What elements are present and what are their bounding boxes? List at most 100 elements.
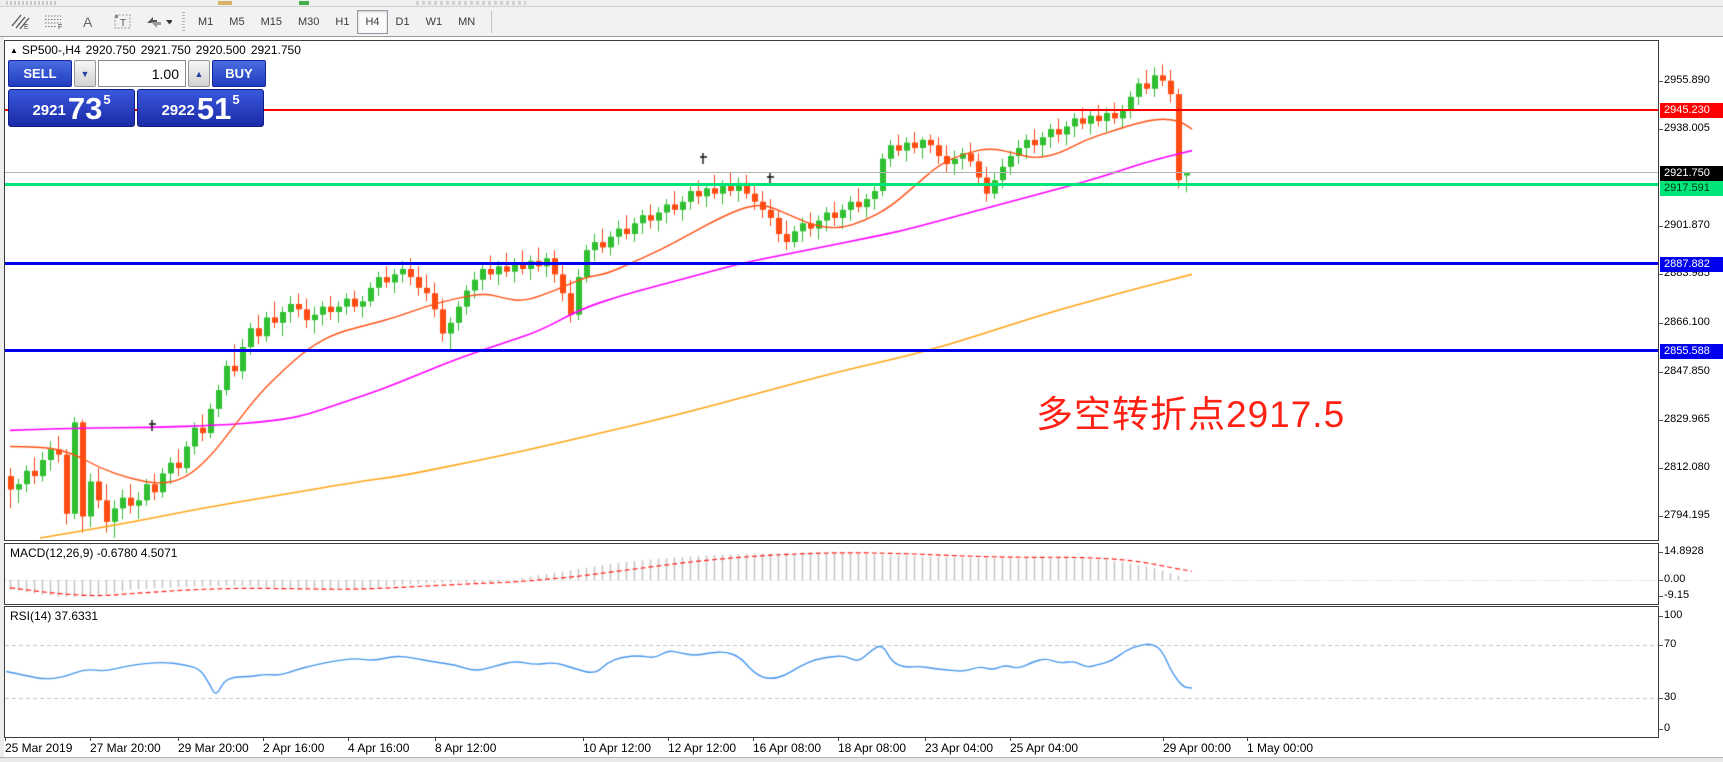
timeframe-button-d1[interactable]: D1 xyxy=(388,10,418,34)
time-axis-tick xyxy=(435,737,436,741)
current-price-line-price-badge: 2921.750 xyxy=(1660,165,1723,181)
rsi-axis-tick: 70 xyxy=(1658,638,1677,650)
current-price-line[interactable] xyxy=(5,172,1658,174)
toolbar-sliver-mark xyxy=(218,1,232,5)
buy-button[interactable]: BUY xyxy=(212,60,266,87)
toolbar-sliver-mark xyxy=(416,1,526,5)
volume-input[interactable] xyxy=(98,60,186,87)
window-bottom-edge xyxy=(0,757,1723,762)
time-axis-tick xyxy=(348,737,349,741)
symbol-period-label: SP500-,H4 xyxy=(21,43,81,57)
time-axis-label: 1 May 00:00 xyxy=(1247,741,1314,755)
low-value: 2920.500 xyxy=(195,43,246,57)
toolbar-separator xyxy=(491,10,493,33)
rsi-chart-canvas[interactable] xyxy=(5,607,1658,736)
timeframe-button-m1[interactable]: M1 xyxy=(190,10,221,34)
timeframe-button-mn[interactable]: MN xyxy=(450,10,483,34)
time-axis-label: 29 Mar 20:00 xyxy=(178,741,249,755)
time-axis-tick xyxy=(1247,737,1248,741)
price-axis-tick: 2829.965 xyxy=(1659,412,1710,425)
resistance-line-2945-price-badge: 2945.230 xyxy=(1660,102,1723,118)
window-left-edge xyxy=(0,37,4,762)
sell-quote[interactable]: 2921 73 5 xyxy=(8,89,135,127)
toolbar-sliver-mark xyxy=(299,1,309,5)
time-axis-label: 16 Apr 08:00 xyxy=(753,741,822,755)
svg-text:E: E xyxy=(24,24,29,30)
time-axis-label: 25 Mar 2019 xyxy=(5,741,73,755)
resistance-line-2945[interactable] xyxy=(5,108,1658,111)
time-axis-tick xyxy=(668,737,669,741)
time-axis-tick xyxy=(263,737,264,741)
time-axis-tick xyxy=(90,737,91,741)
toolbar-drag-handle-icon[interactable] xyxy=(182,11,185,32)
open-value: 2920.750 xyxy=(85,43,136,57)
collapse-icon[interactable]: ▲ xyxy=(10,46,18,55)
macd-axis-tick: -9.15 xyxy=(1658,589,1690,601)
price-axis-tick: 2847.850 xyxy=(1659,364,1710,377)
timeframe-button-m30[interactable]: M30 xyxy=(290,10,327,34)
macd-chart-canvas[interactable] xyxy=(5,544,1658,603)
buy-price-prefix: 2922 xyxy=(161,102,195,119)
sell-price-big: 73 xyxy=(67,91,103,126)
time-axis-label: 4 Apr 16:00 xyxy=(348,741,410,755)
time-axis-label: 2 Apr 16:00 xyxy=(263,741,325,755)
text-label-icon[interactable]: A xyxy=(73,10,105,34)
rsi-indicator-label: RSI(14) 37.6331 xyxy=(10,609,99,623)
time-axis-label: 23 Apr 04:00 xyxy=(925,741,994,755)
macd-indicator-label: MACD(12,26,9) -0.6780 4.5071 xyxy=(10,546,178,560)
high-value: 2921.750 xyxy=(140,43,191,57)
text-box-icon[interactable]: T xyxy=(107,10,139,34)
support-line-2887[interactable] xyxy=(5,262,1658,266)
time-axis-tick xyxy=(838,737,839,741)
price-axis-tick: 2938.005 xyxy=(1659,122,1710,135)
timeframe-button-m15[interactable]: M15 xyxy=(253,10,290,34)
timeframe-button-h1[interactable]: H1 xyxy=(327,10,357,34)
macd-axis-tick: 0.00 xyxy=(1658,573,1686,585)
toolbar-sliver xyxy=(0,0,1723,7)
time-axis-label: 27 Mar 20:00 xyxy=(90,741,161,755)
chart-text-annotation: 多空转折点2917.5 xyxy=(1036,394,1346,435)
timeframe-group: M1 M5 M15 M30 H1 H4 D1 W1 MN xyxy=(190,9,483,34)
svg-text:F: F xyxy=(58,24,62,30)
price-axis-tick: 2866.100 xyxy=(1659,315,1710,328)
timeframe-button-w1[interactable]: W1 xyxy=(418,10,451,34)
volume-decrease-button[interactable]: ▼ xyxy=(74,60,96,87)
equidistant-channel-icon[interactable]: E xyxy=(5,10,37,34)
support-line-2855[interactable] xyxy=(5,349,1658,353)
pivot-line-2917[interactable] xyxy=(5,182,1658,186)
price-chart-canvas[interactable] xyxy=(5,41,1658,540)
arrows-dropdown-icon[interactable] xyxy=(141,10,173,34)
fibonacci-retracement-icon[interactable]: F xyxy=(39,10,71,34)
chart-header: ▲ SP500-,H4 2920.750 2921.750 2920.500 2921.7… xyxy=(10,43,306,57)
time-axis-label: 8 Apr 12:00 xyxy=(435,741,497,755)
svg-text:T: T xyxy=(120,18,126,29)
sell-price-sup: 5 xyxy=(103,92,111,107)
time-axis-tick xyxy=(583,737,584,741)
price-axis-tick: 2794.195 xyxy=(1659,508,1710,521)
price-axis-tick: 2901.870 xyxy=(1659,219,1710,232)
price-axis-tick: 2812.080 xyxy=(1659,460,1710,473)
buy-quote[interactable]: 2922 51 5 xyxy=(137,89,264,127)
support-line-2887-price-badge: 2887.882 xyxy=(1660,256,1723,272)
time-axis-label: 12 Apr 12:00 xyxy=(668,741,737,755)
sell-button[interactable]: SELL xyxy=(8,60,72,87)
time-axis-label: 18 Apr 08:00 xyxy=(838,741,907,755)
close-value: 2921.750 xyxy=(250,43,301,57)
support-line-2855-price-badge: 2855.588 xyxy=(1660,343,1723,359)
time-axis-tick xyxy=(178,737,179,741)
time-axis-tick xyxy=(5,737,6,741)
toolbar-sliver-mark xyxy=(6,1,58,5)
pivot-line-2917-price-badge: 2917.591 xyxy=(1660,180,1723,196)
volume-increase-button[interactable]: ▲ xyxy=(188,60,210,87)
time-axis-label: 29 Apr 00:00 xyxy=(1163,741,1232,755)
timeframe-button-h4[interactable]: H4 xyxy=(357,9,388,34)
time-axis-tick xyxy=(1163,737,1164,741)
buy-price-sup: 5 xyxy=(232,92,240,107)
time-axis-label: 10 Apr 12:00 xyxy=(583,741,652,755)
timeframe-button-m5[interactable]: M5 xyxy=(221,10,252,34)
svg-text:A: A xyxy=(83,14,93,30)
rsi-axis-tick: 30 xyxy=(1658,691,1677,703)
